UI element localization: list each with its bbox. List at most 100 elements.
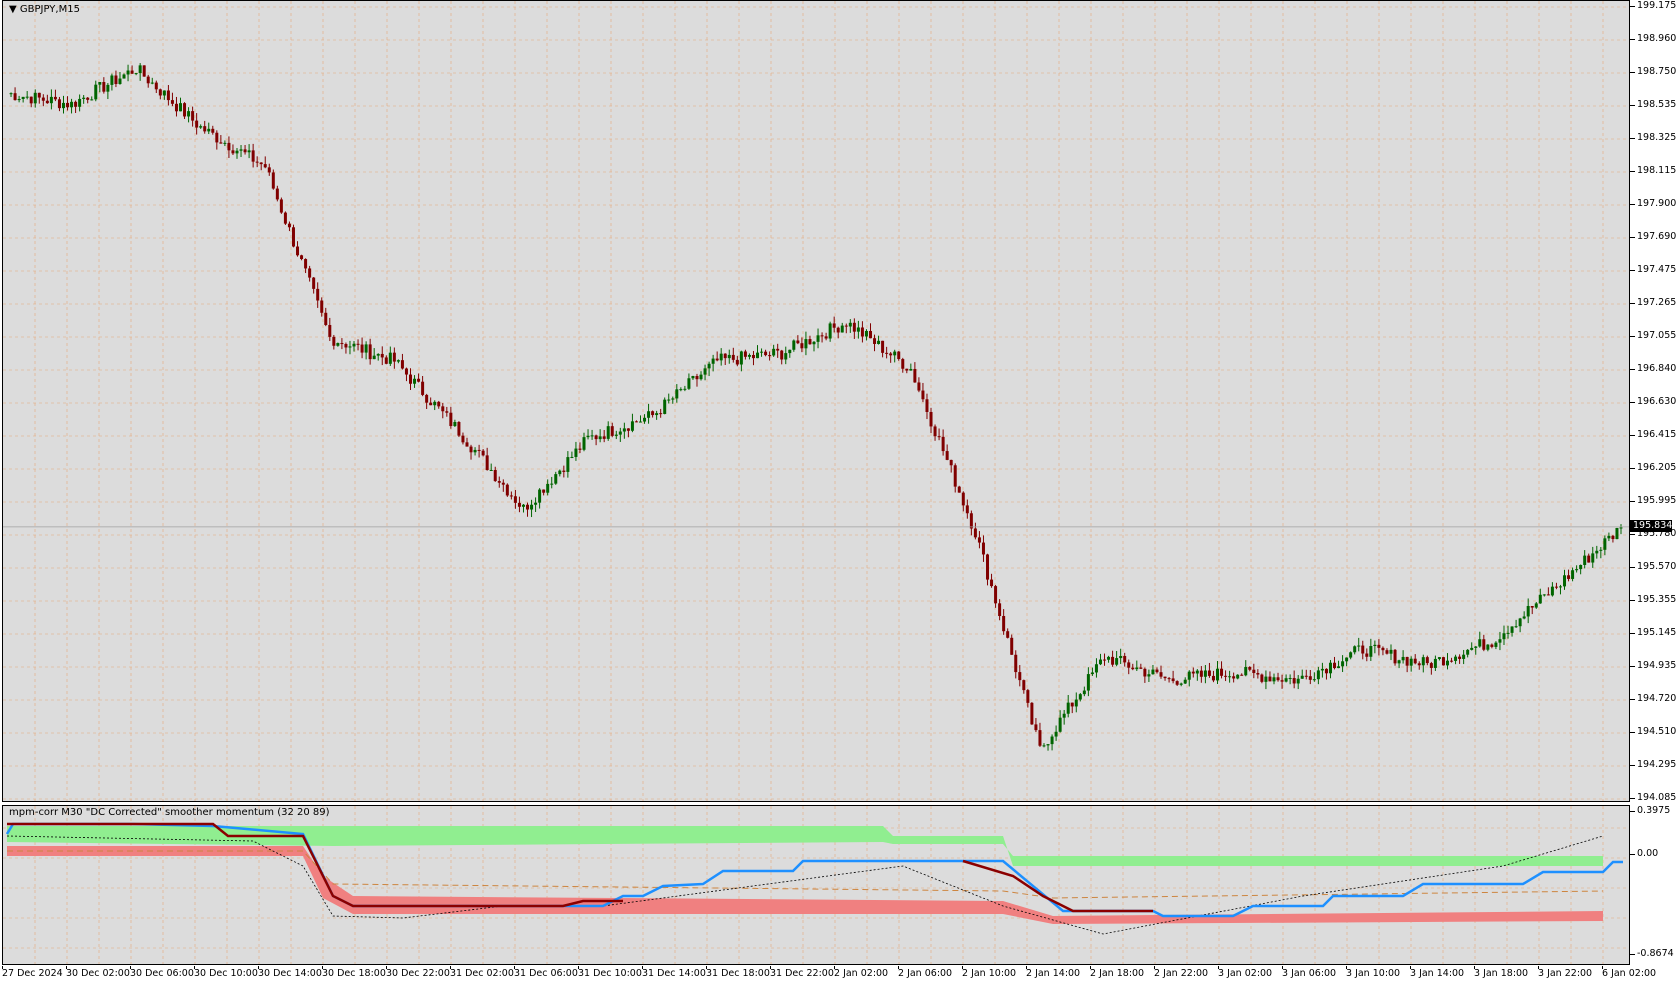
time-label: 31 Dec 10:00: [578, 968, 642, 979]
indicator-pane[interactable]: mpm-corr M30 "DC Corrected" smoother mom…: [2, 805, 1630, 965]
price-scale-label: 196.840: [1637, 363, 1676, 374]
candle-body: [1211, 675, 1215, 681]
candle-body: [70, 101, 74, 108]
candle-body: [1240, 674, 1244, 676]
time-tick: [1090, 966, 1091, 969]
candle-body: [517, 502, 521, 507]
candle-body: [606, 426, 610, 439]
candle-body: [421, 381, 425, 395]
price-chart-canvas[interactable]: [3, 1, 1629, 801]
candle-body: [1433, 658, 1437, 668]
price-scale-label: 199.175: [1637, 0, 1676, 11]
candle-body: [651, 411, 655, 416]
candle-body: [905, 368, 909, 371]
candle-body: [521, 504, 525, 507]
candle-body: [312, 277, 316, 289]
candle-body: [364, 344, 368, 353]
time-label: 30 Dec 14:00: [258, 968, 322, 979]
candle-body: [453, 422, 457, 427]
candle-body: [1546, 594, 1550, 596]
candle-body: [1304, 675, 1308, 677]
candle-body: [1074, 699, 1078, 707]
candle-body: [1098, 659, 1102, 665]
momentum-bear-line: [7, 822, 1153, 913]
candle-body: [1203, 670, 1207, 677]
candle-body: [509, 495, 513, 497]
candle-body: [768, 355, 772, 357]
candle-body: [1062, 713, 1066, 718]
candle-body: [1179, 683, 1183, 685]
candle-body: [1054, 731, 1058, 737]
time-label: 3 Jan 22:00: [1538, 968, 1593, 979]
candle-body: [481, 450, 485, 456]
candle-body: [804, 339, 808, 349]
candle-body: [429, 402, 433, 406]
price-chart-pane[interactable]: ▼ GBPJPY,M15: [2, 0, 1630, 802]
candle-body: [219, 142, 223, 144]
candle-body: [1369, 646, 1373, 657]
price-scale-label: 194.085: [1637, 792, 1676, 803]
candle-body: [37, 92, 41, 98]
candle-body: [1401, 656, 1405, 661]
price-scale-label: 197.900: [1637, 198, 1676, 209]
candle-body: [796, 340, 800, 344]
price-scale-label: 196.415: [1637, 429, 1676, 440]
candle-body: [1587, 555, 1591, 563]
candle-body: [683, 388, 687, 390]
scale-tick: [1630, 435, 1635, 436]
candle-body: [574, 448, 578, 457]
candle-body: [1377, 644, 1381, 648]
candle-body: [1320, 668, 1324, 671]
price-scale-label: 197.265: [1637, 297, 1676, 308]
price-scale-label: 195.145: [1637, 627, 1676, 638]
candle-body: [998, 603, 1002, 617]
candle-body: [223, 142, 227, 144]
candle-body: [764, 351, 768, 356]
scale-tick: [1630, 600, 1635, 601]
candle-body: [1530, 605, 1534, 608]
price-scale-label: 198.960: [1637, 33, 1676, 44]
price-scale-label: 198.750: [1637, 66, 1676, 77]
candle-body: [784, 353, 788, 360]
candle-body: [505, 484, 509, 496]
candle-body: [1441, 657, 1445, 666]
collapse-arrow-icon[interactable]: ▼: [9, 4, 17, 15]
candle-body: [1518, 618, 1522, 627]
price-scale-label: 198.115: [1637, 165, 1676, 176]
candle-body: [1595, 550, 1599, 554]
candle-body: [965, 505, 969, 514]
price-scale[interactable]: 199.175 198.960 198.750 198.535 198.325 198.1…: [1630, 0, 1676, 803]
candle-body: [788, 349, 792, 354]
candle-body: [973, 528, 977, 538]
candle-body: [1534, 603, 1538, 608]
scale-tick: [1630, 105, 1635, 106]
price-scale-label: 194.510: [1637, 726, 1676, 737]
candle-body: [485, 455, 489, 471]
candle-body: [1014, 654, 1018, 673]
candle-body: [61, 102, 65, 109]
candle-body: [852, 322, 856, 332]
candle-body: [340, 343, 344, 345]
candle-body: [1575, 569, 1579, 571]
candle-body: [465, 442, 469, 447]
candle-body: [1324, 668, 1328, 674]
candle-body: [1296, 678, 1300, 684]
candle-body: [1006, 631, 1010, 638]
indicator-scale[interactable]: 0.3975 0.00 -0.8674: [1630, 805, 1676, 965]
candle-body: [1159, 672, 1163, 677]
candle-body: [1252, 669, 1256, 674]
candle-body: [183, 103, 187, 117]
candle-body: [1022, 680, 1026, 691]
time-label: 31 Dec 14:00: [642, 968, 706, 979]
candle-body: [598, 436, 602, 440]
candle-body: [1554, 586, 1558, 588]
candle-body: [655, 413, 659, 416]
time-label: 30 Dec 02:00: [66, 968, 130, 979]
price-scale-label: 195.780: [1637, 528, 1676, 539]
candle-body: [1389, 649, 1393, 654]
indicator-canvas[interactable]: [3, 806, 1629, 964]
scale-tick: [1630, 633, 1635, 634]
time-axis[interactable]: 27 Dec 2024 30 Dec 02:00 30 Dec 06:00 30 De…: [0, 966, 1676, 982]
candle-body: [873, 338, 877, 344]
price-scale-label: 194.720: [1637, 693, 1676, 704]
